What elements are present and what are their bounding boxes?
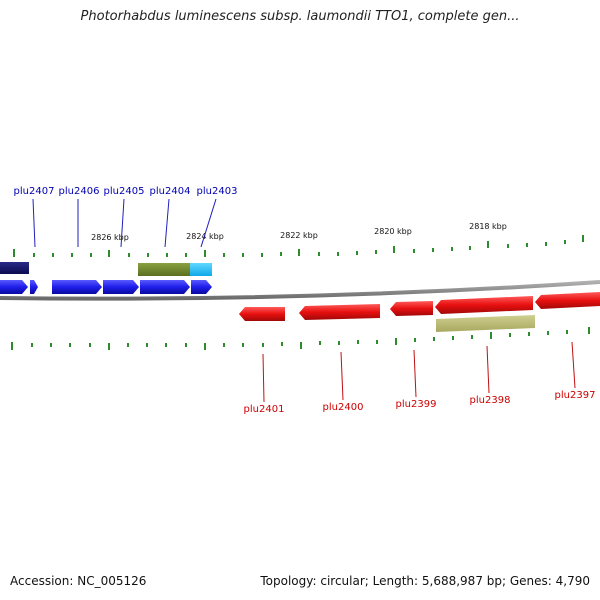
gene-label-forward[interactable]: plu2403 xyxy=(197,186,238,197)
reverse-genes xyxy=(239,292,600,321)
feature-block-cyan[interactable] xyxy=(190,263,212,276)
gene-reverse[interactable] xyxy=(435,296,533,314)
gene-forward[interactable] xyxy=(103,280,139,294)
gene-label-forward[interactable]: plu2404 xyxy=(150,186,191,197)
kbp-label: 2818 kbp xyxy=(469,222,507,231)
feature-block-khaki[interactable] xyxy=(436,315,535,332)
gene-reverse[interactable] xyxy=(239,307,285,321)
gene-label-forward[interactable]: plu2406 xyxy=(59,186,100,197)
forward-genes xyxy=(0,280,212,294)
kbp-label: 2824 kbp xyxy=(186,232,224,241)
gene-forward[interactable] xyxy=(52,280,102,294)
kbp-label: 2820 kbp xyxy=(374,227,412,236)
outer-ticks xyxy=(13,235,584,257)
feature-block-navy[interactable] xyxy=(0,262,29,274)
gene-label-forward[interactable]: plu2405 xyxy=(104,186,145,197)
gene-label-forward[interactable]: plu2407 xyxy=(14,186,55,197)
gene-label-reverse[interactable]: plu2399 xyxy=(396,399,437,410)
accession-text: Accession: NC_005126 xyxy=(10,574,147,588)
gene-reverse[interactable] xyxy=(390,301,433,316)
gene-forward[interactable] xyxy=(140,280,190,294)
gene-forward[interactable] xyxy=(191,280,212,294)
gene-label-reverse[interactable]: plu2400 xyxy=(323,402,364,413)
gene-label-reverse[interactable]: plu2397 xyxy=(555,390,596,401)
gene-forward[interactable] xyxy=(0,280,28,294)
kbp-label: 2822 kbp xyxy=(280,231,318,240)
forward-leaders xyxy=(32,198,217,248)
gene-label-reverse[interactable]: plu2398 xyxy=(470,395,511,406)
genome-backbone xyxy=(0,280,600,301)
map-title: Photorhabdus luminescens subsp. laumondi… xyxy=(80,9,520,24)
gene-reverse[interactable] xyxy=(299,304,380,320)
feature-block-olive[interactable] xyxy=(138,263,191,276)
reverse-leaders xyxy=(262,341,576,403)
gene-label-reverse[interactable]: plu2401 xyxy=(244,404,285,415)
inner-ticks xyxy=(11,327,590,350)
topology-text: Topology: circular; Length: 5,688,987 bp… xyxy=(260,574,590,588)
gene-forward[interactable] xyxy=(30,280,38,294)
kbp-label: 2826 kbp xyxy=(91,233,129,242)
gene-reverse[interactable] xyxy=(535,292,600,309)
